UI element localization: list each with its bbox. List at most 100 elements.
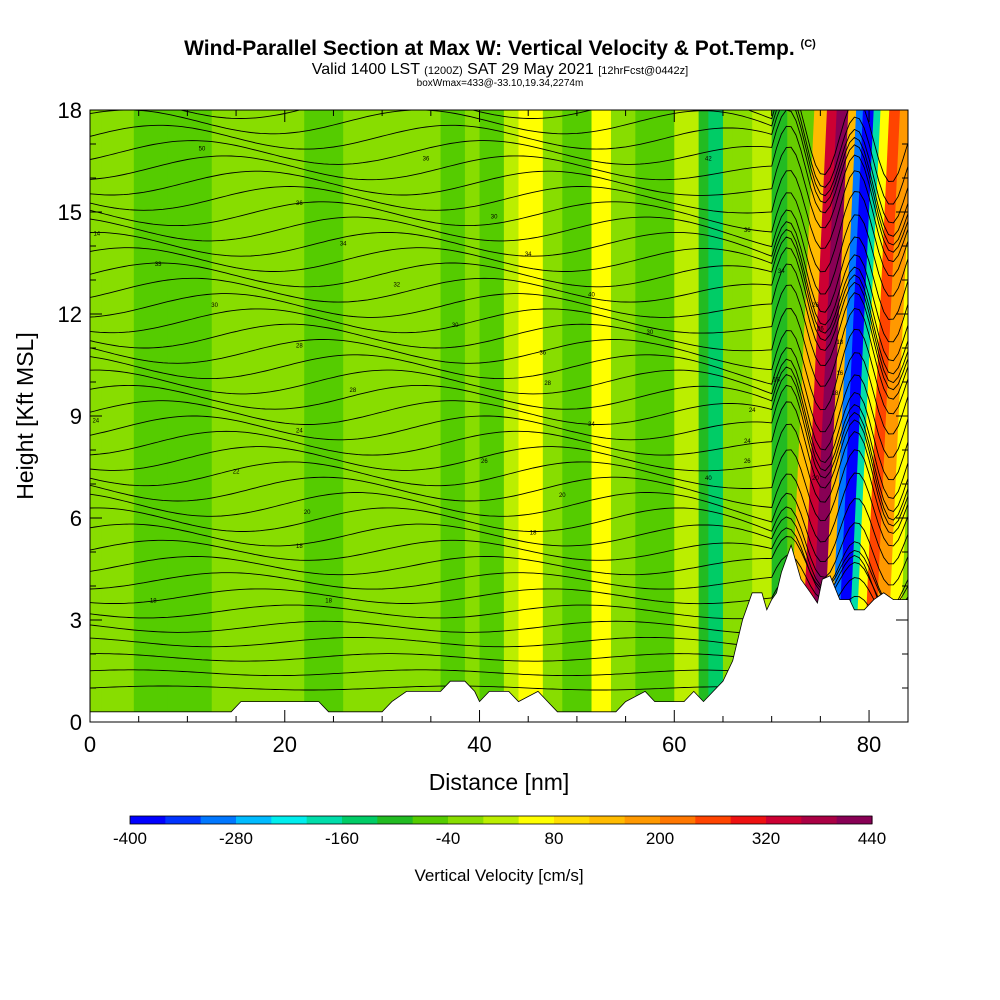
theta-label: 18 bbox=[150, 599, 157, 605]
theta-contour bbox=[90, 516, 908, 605]
x-tick-label: 60 bbox=[662, 732, 686, 757]
theta-label: 30 bbox=[211, 303, 218, 309]
theta-label: 50 bbox=[199, 146, 206, 152]
y-tick-label: 15 bbox=[58, 200, 82, 225]
chart-subtitle: Valid 1400 LST (1200Z) SAT 29 May 2021 [… bbox=[0, 61, 1000, 79]
copyright-mark: (C) bbox=[800, 38, 816, 50]
theta-contour bbox=[90, 236, 908, 362]
colorbar-tick-label: 80 bbox=[545, 829, 564, 848]
x-axis-label: Distance [nm] bbox=[429, 769, 570, 795]
x-tick-label: 40 bbox=[467, 732, 491, 757]
theta-contour bbox=[90, 263, 908, 384]
theta-label: 28 bbox=[350, 388, 357, 394]
theta-label: 33 bbox=[155, 262, 162, 268]
colorbar-segment bbox=[236, 816, 272, 824]
velocity-band bbox=[722, 110, 734, 722]
x-tick-label: 0 bbox=[84, 732, 96, 757]
theta-label: 34 bbox=[778, 269, 785, 275]
colorbar-segment bbox=[165, 816, 202, 824]
velocity-band bbox=[861, 110, 901, 722]
velocity-band bbox=[732, 110, 754, 722]
colorbar-segment bbox=[695, 816, 732, 824]
velocity-band bbox=[411, 110, 442, 722]
velocity-band bbox=[828, 110, 864, 722]
theta-label: 40 bbox=[705, 476, 712, 482]
theta-label: 18 bbox=[836, 340, 843, 346]
theta-contour bbox=[90, 170, 908, 263]
velocity-band bbox=[698, 110, 710, 722]
theta-contour bbox=[90, 384, 908, 513]
theta-label: 30 bbox=[491, 214, 498, 220]
theta-label: 20 bbox=[559, 493, 566, 499]
theta-contour bbox=[90, 527, 908, 621]
theta-contour bbox=[90, 555, 908, 615]
colorbar-segment bbox=[377, 816, 414, 824]
theta-label: 16 bbox=[836, 371, 843, 377]
theta-label: 30 bbox=[647, 330, 654, 336]
theta-label: 28 bbox=[296, 344, 303, 350]
colorbar-frame bbox=[129, 815, 873, 825]
velocity-band bbox=[503, 110, 520, 722]
valid-time: Valid 1400 LST bbox=[311, 61, 420, 78]
theta-contour bbox=[90, 347, 908, 435]
valid-date: SAT 29 May 2021 bbox=[467, 61, 594, 78]
box-wmax-info: boxWmax=433@-33.10,19.34,2274m bbox=[416, 78, 584, 89]
theta-label: 24 bbox=[744, 439, 751, 445]
chart-title-text: Wind-Parallel Section at Max W: Vertical… bbox=[184, 37, 795, 60]
colorbar-segment bbox=[801, 816, 838, 824]
velocity-band bbox=[610, 110, 637, 722]
theta-contour bbox=[179, 110, 908, 182]
colorbar-tick-label: -40 bbox=[436, 829, 461, 848]
theta-label: 28 bbox=[544, 381, 551, 387]
colorbar-segment bbox=[730, 816, 767, 824]
theta-label: 34 bbox=[340, 242, 347, 248]
colorbar-segment bbox=[836, 816, 873, 824]
x-tick-label: 20 bbox=[273, 732, 297, 757]
theta-contour bbox=[90, 125, 908, 246]
theta-contour bbox=[90, 284, 908, 391]
theta-contour bbox=[90, 358, 908, 458]
velocity-band bbox=[343, 110, 374, 722]
theta-label: 26 bbox=[744, 459, 751, 465]
colorbar-tick-label: 200 bbox=[646, 829, 674, 848]
velocity-band bbox=[542, 110, 564, 722]
theta-contour bbox=[90, 328, 908, 415]
velocity-band bbox=[834, 110, 875, 722]
x-tick-label: 80 bbox=[857, 732, 881, 757]
theta-contour bbox=[90, 110, 908, 237]
velocity-band bbox=[871, 110, 908, 722]
colorbar-segment bbox=[306, 816, 343, 824]
chart-title: Wind-Parallel Section at Max W: Vertical… bbox=[0, 37, 1000, 61]
theta-contour bbox=[90, 247, 908, 375]
theta-label: 14 bbox=[93, 231, 100, 237]
theta-label: 18 bbox=[296, 544, 303, 550]
theta-label: 20 bbox=[812, 476, 819, 482]
plot-area: 50 36 42 36 30 36 14 34 34 33 34 32 40 30 26 30 30 26 28 18… bbox=[90, 110, 908, 722]
velocity-band bbox=[372, 110, 413, 722]
theta-label: 32 bbox=[393, 282, 400, 288]
theta-label: 18 bbox=[832, 391, 839, 397]
theta-label: 26 bbox=[481, 459, 488, 465]
colorbar-segment bbox=[483, 816, 520, 824]
y-tick-label: 3 bbox=[70, 608, 82, 633]
theta-contour bbox=[90, 366, 908, 481]
y-axis-label: Height [Kft MSL] bbox=[12, 332, 38, 499]
theta-contour bbox=[90, 423, 908, 527]
terrain-surface bbox=[90, 543, 908, 722]
y-tick-label: 18 bbox=[58, 98, 82, 123]
velocity-band bbox=[440, 110, 466, 722]
theta-label: 36 bbox=[296, 201, 303, 207]
theta-label: 36 bbox=[423, 157, 430, 163]
theta-contour bbox=[90, 506, 908, 586]
theta-contour bbox=[90, 110, 908, 205]
colorbar-segment bbox=[660, 816, 696, 824]
velocity-band bbox=[518, 110, 544, 722]
theta-contour bbox=[90, 228, 908, 343]
theta-label: 26 bbox=[812, 303, 819, 309]
theta-contour bbox=[90, 472, 908, 547]
colorbar: -400 -280 -160 -40 80 200 320 440 bbox=[113, 815, 886, 848]
theta-contours bbox=[90, 110, 908, 706]
theta-label: 18 bbox=[530, 531, 537, 537]
theta-label: 18 bbox=[325, 599, 332, 605]
